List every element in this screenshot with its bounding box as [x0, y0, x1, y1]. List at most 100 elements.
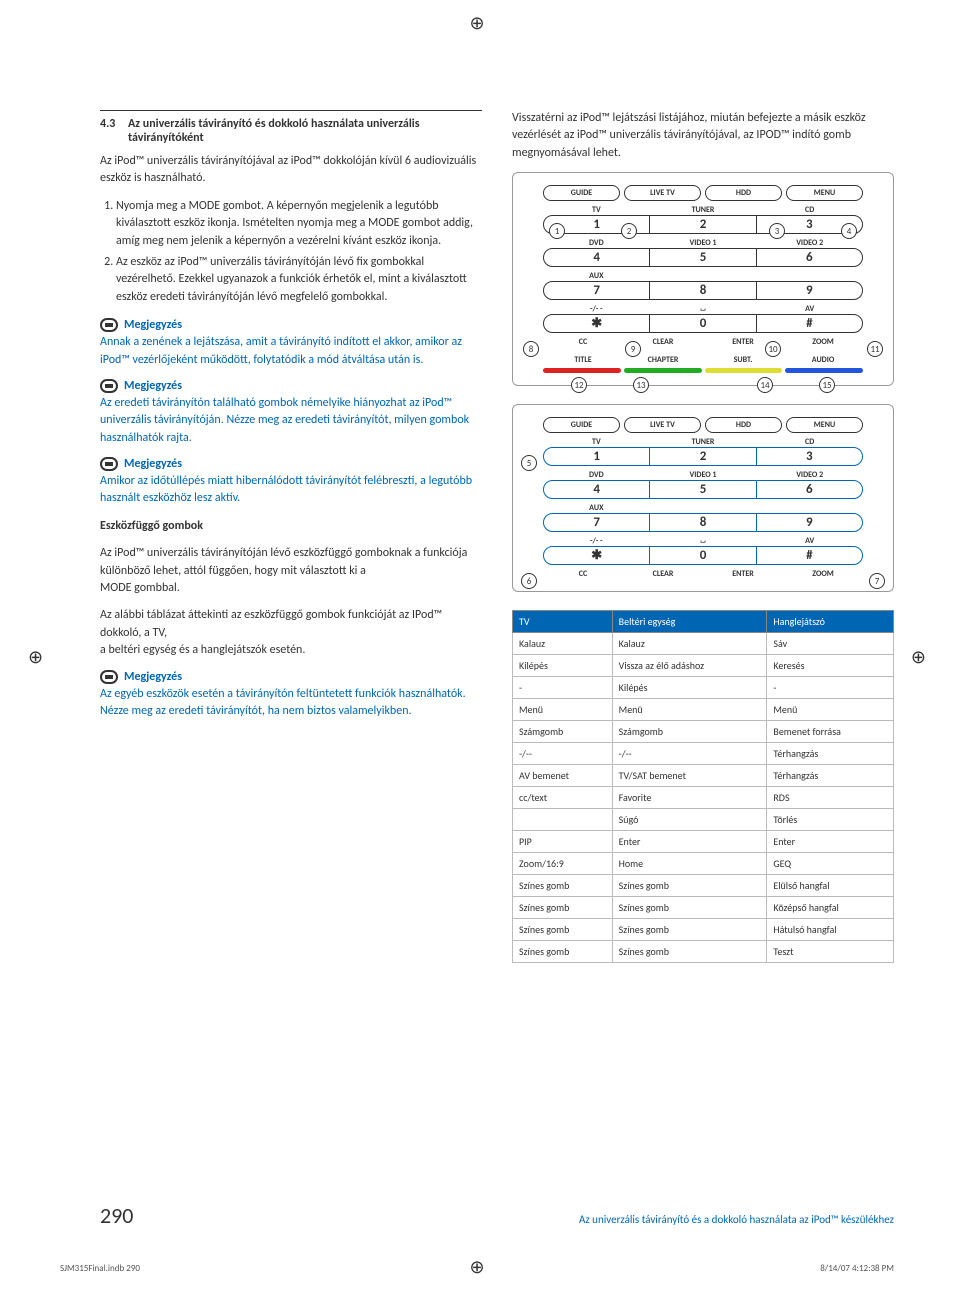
- step-item: Az eszköz az iPod™ univerzális távirányí…: [116, 254, 482, 306]
- table-cell: Számgomb: [513, 721, 613, 743]
- table-cell: GEQ: [767, 853, 894, 875]
- callout: 15: [819, 377, 835, 393]
- table-cell: Enter: [767, 831, 894, 853]
- table-cell: Színes gomb: [513, 875, 613, 897]
- table-row: SzámgombSzámgombBemenet forrása: [513, 721, 894, 743]
- remote-button: LIVE TV: [624, 417, 701, 433]
- table-cell: Törlés: [767, 809, 894, 831]
- remote-button: GUIDE: [543, 417, 620, 433]
- intro-paragraph: Visszatérni az iPod™ lejátszási listájáh…: [512, 110, 894, 162]
- table-cell: TV/SAT bemenet: [612, 765, 767, 787]
- note-icon: [100, 318, 118, 332]
- table-cell: Színes gomb: [513, 919, 613, 941]
- steps-list: Nyomja meg a MODE gombot. A képernyőn me…: [100, 198, 482, 306]
- table-cell: -: [767, 677, 894, 699]
- section-number: 4.3: [100, 117, 128, 145]
- callout: 12: [571, 377, 587, 393]
- remote-button: HDD: [705, 185, 782, 201]
- table-cell: Elülső hangfal: [767, 875, 894, 897]
- table-row: Színes gombSzínes gombHátulsó hangfal: [513, 919, 894, 941]
- print-date: 8/14/07 4:12:38 PM: [820, 1263, 894, 1274]
- left-column: 4.3 Az univerzális távirányító és dokkol…: [100, 110, 482, 963]
- table-cell: Menü: [513, 699, 613, 721]
- table-cell: Középső hangfal: [767, 897, 894, 919]
- table-cell: AV bemenet: [513, 765, 613, 787]
- subheading: Eszközfüggő gombok: [100, 518, 482, 535]
- table-row: Zoom/16:9HomeGEQ: [513, 853, 894, 875]
- color-bar: [543, 368, 863, 373]
- registration-mark-icon: ⊕: [28, 646, 43, 668]
- table-cell: Számgomb: [612, 721, 767, 743]
- table-row: -Kilépés-: [513, 677, 894, 699]
- table-cell: Súgó: [612, 809, 767, 831]
- callout: 3: [769, 223, 785, 239]
- table-header: Hanglejátszó: [767, 611, 894, 633]
- note-label: Megjegyzés: [124, 670, 182, 684]
- callout: 14: [757, 377, 773, 393]
- table-row: Színes gombSzínes gombKözépső hangfal: [513, 897, 894, 919]
- callout: 8: [523, 341, 539, 357]
- table-cell: Favorite: [612, 787, 767, 809]
- table-cell: PIP: [513, 831, 613, 853]
- table-cell: Home: [612, 853, 767, 875]
- note-text: Az egyéb eszközök esetén a távirányítón …: [100, 686, 482, 721]
- callout: 6: [521, 573, 537, 589]
- note-heading: Megjegyzés: [100, 457, 482, 471]
- table-row: KilépésVissza az élő adáshozKeresés: [513, 655, 894, 677]
- table-row: AV bemenetTV/SAT bemenetTérhangzás: [513, 765, 894, 787]
- table-cell: Kalauz: [612, 633, 767, 655]
- table-row: SúgóTörlés: [513, 809, 894, 831]
- callout: 2: [621, 223, 637, 239]
- table-cell: Színes gomb: [612, 897, 767, 919]
- print-file: SJM315Final.indb 290: [60, 1263, 140, 1274]
- table-row: Színes gombSzínes gombTeszt: [513, 941, 894, 963]
- callout: 1: [549, 223, 565, 239]
- note-heading: Megjegyzés: [100, 318, 482, 332]
- table-cell: Színes gomb: [612, 875, 767, 897]
- note-text: Az eredeti távirányítón található gombok…: [100, 395, 482, 447]
- table-cell: Kilépés: [612, 677, 767, 699]
- registration-mark-icon: ⊕: [911, 646, 926, 668]
- callout: 5: [521, 455, 537, 471]
- remote-button: HDD: [705, 417, 782, 433]
- table-cell: Színes gomb: [612, 941, 767, 963]
- section-heading: 4.3 Az univerzális távirányító és dokkol…: [100, 117, 482, 145]
- note-label: Megjegyzés: [124, 318, 182, 332]
- remote-button: MENU: [786, 417, 863, 433]
- note-heading: Megjegyzés: [100, 670, 482, 684]
- table-row: cc/textFavoriteRDS: [513, 787, 894, 809]
- table-cell: -: [513, 677, 613, 699]
- remote-diagram-2: GUIDE LIVE TV HDD MENU TVTUNERCD 123 DVD…: [512, 404, 894, 592]
- table-header: TV: [513, 611, 613, 633]
- table-cell: cc/text: [513, 787, 613, 809]
- table-cell: [513, 809, 613, 831]
- callout: 4: [841, 223, 857, 239]
- note-icon: [100, 379, 118, 393]
- table-cell: Hátulsó hangfal: [767, 919, 894, 941]
- body-text: Az alábbi táblázat áttekinti az eszközfü…: [100, 607, 482, 659]
- table-cell: Kalauz: [513, 633, 613, 655]
- right-column: Visszatérni az iPod™ lejátszási listájáh…: [512, 110, 894, 963]
- remote-button: LIVE TV: [624, 185, 701, 201]
- callout: 7: [869, 573, 885, 589]
- table-cell: Térhangzás: [767, 743, 894, 765]
- note-text: Annak a zenének a lejátszása, amit a táv…: [100, 334, 482, 369]
- table-cell: Bemenet forrása: [767, 721, 894, 743]
- table-header: Beltéri egység: [612, 611, 767, 633]
- table-row: KalauzKalauzSáv: [513, 633, 894, 655]
- note-label: Megjegyzés: [124, 379, 182, 393]
- table-cell: Sáv: [767, 633, 894, 655]
- table-cell: Enter: [612, 831, 767, 853]
- section-title-text: Az univerzális távirányító és dokkoló ha…: [128, 117, 482, 145]
- table-cell: -/--: [612, 743, 767, 765]
- print-footer: SJM315Final.indb 290 8/14/07 4:12:38 PM: [60, 1263, 894, 1274]
- function-table: TV Beltéri egység Hanglejátszó KalauzKal…: [512, 610, 894, 963]
- note-heading: Megjegyzés: [100, 379, 482, 393]
- table-row: Színes gombSzínes gombElülső hangfal: [513, 875, 894, 897]
- page-number: 290: [100, 1202, 133, 1229]
- table-cell: Menü: [612, 699, 767, 721]
- remote-button: MENU: [786, 185, 863, 201]
- callout: 13: [633, 377, 649, 393]
- table-row: PIPEnterEnter: [513, 831, 894, 853]
- table-cell: Kilépés: [513, 655, 613, 677]
